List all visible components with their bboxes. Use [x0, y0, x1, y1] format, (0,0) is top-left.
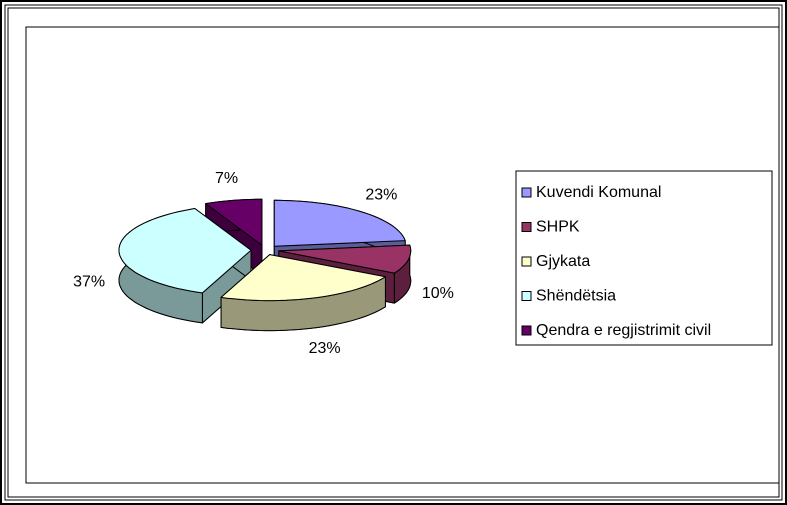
legend-swatch — [521, 291, 532, 301]
pie-slice — [220, 254, 386, 332]
legend-swatch — [521, 325, 532, 336]
slice-top — [205, 198, 263, 246]
slice-top — [278, 244, 412, 274]
legend-box — [515, 170, 773, 346]
slice-top — [273, 199, 406, 247]
frame-middle — [4, 4, 783, 501]
legend-swatch — [521, 187, 532, 198]
data-label: 23% — [365, 187, 397, 204]
legend-label: Shëndëtsia — [536, 288, 616, 305]
legend-label: Kuvendi Komunal — [536, 184, 661, 201]
slice-top — [220, 254, 386, 302]
data-label: 23% — [309, 340, 341, 357]
legend-label: SHPK — [536, 219, 580, 236]
legend-label: Gjykata — [536, 253, 590, 270]
pie-slice — [118, 208, 252, 324]
legend-swatch — [521, 256, 532, 267]
legend-label: Qendra e regjistrimit civil — [536, 322, 711, 339]
data-label: 10% — [422, 285, 454, 302]
slice-top — [118, 208, 252, 294]
data-label: 37% — [73, 274, 105, 291]
legend-swatch — [521, 222, 532, 232]
data-label: 7% — [215, 170, 238, 187]
